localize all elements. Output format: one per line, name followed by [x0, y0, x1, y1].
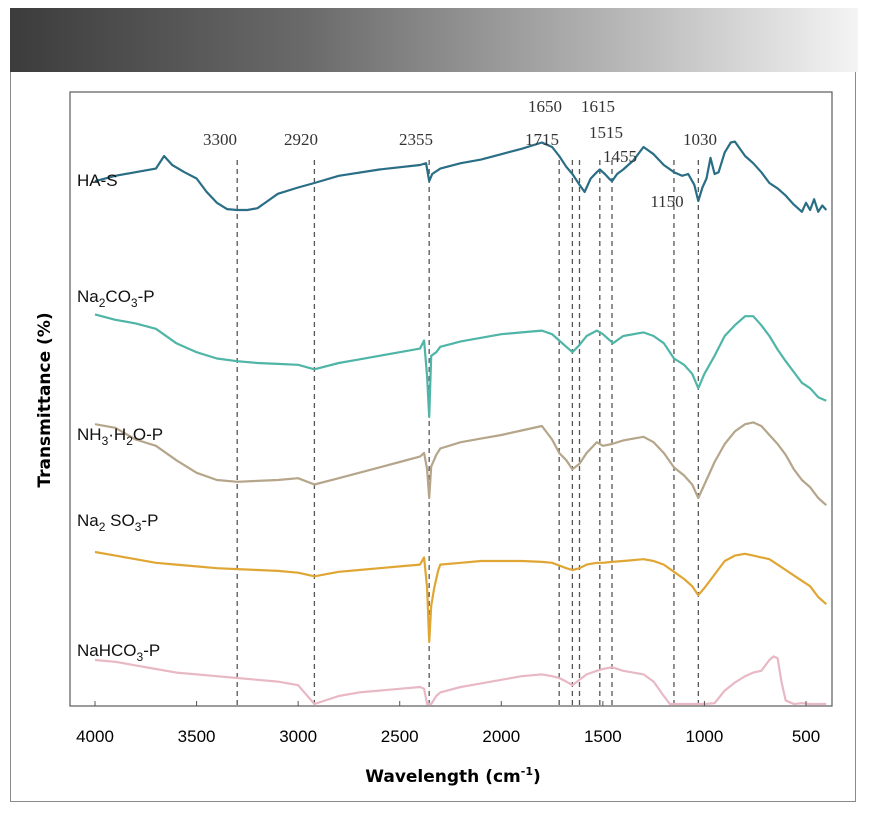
series-label-4: NaHCO3-P	[77, 641, 160, 664]
x-tick-label-1000: 1000	[686, 727, 724, 746]
x-tick-label-2000: 2000	[482, 727, 520, 746]
series-lines	[94, 140, 828, 706]
x-axis-title: Wavelength (cm-1)	[365, 765, 541, 787]
x-tick-label-4000: 4000	[76, 727, 114, 746]
x-tick-label-3000: 3000	[279, 727, 317, 746]
x-tick-label-3500: 3500	[178, 727, 216, 746]
x-tick-label-1500: 1500	[584, 727, 622, 746]
y-axis-title: Transmittance (%)	[35, 312, 55, 487]
peak-labels: 3300 2920 2355 1715 1650 1615 1515 1455 1150 1030	[203, 97, 717, 211]
series-label-2: NH3·H2O-P	[77, 425, 163, 448]
peak-label-2920: 2920	[284, 130, 318, 149]
series-label-1: Na2CO3-P	[77, 287, 155, 310]
peak-label-3300: 3300	[203, 130, 237, 149]
series-line-4	[94, 655, 827, 706]
peak-label-1515: 1515	[589, 123, 623, 142]
x-tick-label-500: 500	[792, 727, 820, 746]
peak-label-1150: 1150	[650, 192, 683, 211]
series-line-3	[94, 550, 828, 644]
series-label-3: Na2 SO3-P	[77, 511, 158, 534]
series-line-1	[94, 313, 827, 419]
peak-label-1615: 1615	[581, 97, 615, 116]
peak-label-1030: 1030	[683, 130, 717, 149]
peak-label-1650: 1650	[528, 97, 562, 116]
series-line-0	[94, 140, 828, 213]
x-tick-label-2500: 2500	[381, 727, 419, 746]
reference-lines	[236, 160, 699, 706]
plot-area-border	[69, 91, 833, 707]
peak-label-1455: 1455	[603, 147, 637, 166]
series-labels: HA-S Na2CO3-P NH3·H2O-P Na2 SO3-P NaHCO3-P	[77, 171, 163, 664]
series-line-2	[94, 421, 828, 507]
peak-label-2355: 2355	[399, 130, 433, 149]
series-label-0: HA-S	[77, 171, 118, 190]
x-axis-ticks: 4000 3500 3000 2500 2000 1500 1000 500	[76, 701, 820, 746]
header-banner	[10, 8, 858, 72]
figure-frame	[10, 72, 856, 802]
peak-label-1715: 1715	[525, 130, 559, 149]
